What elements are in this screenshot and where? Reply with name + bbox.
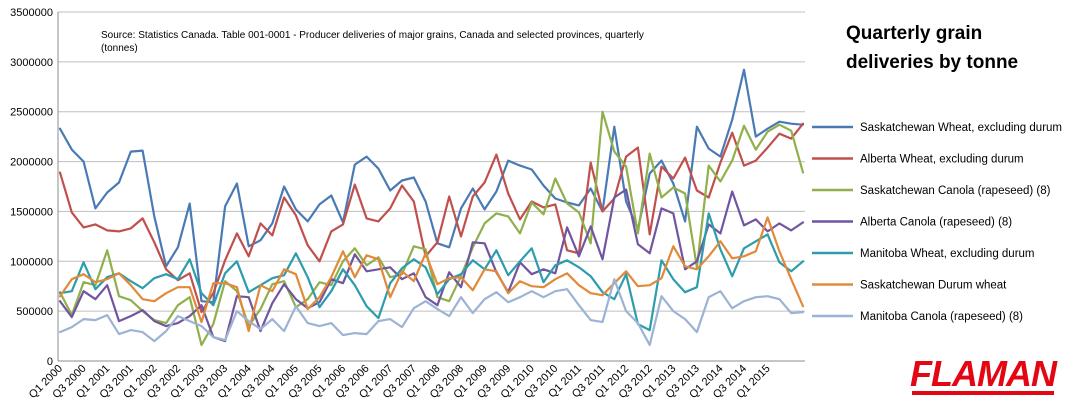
legend-label: Saskatchewan Durum wheat	[860, 280, 1007, 292]
y-axis-ticks: 0 500000 1000000 1500000 2000000 2500000 30000…	[10, 7, 53, 368]
series-line-2	[58, 110, 805, 347]
legend-label: Manitoba Wheat, excluding durum	[860, 248, 1035, 260]
series-line-5	[58, 216, 805, 333]
legend: Saskatchewan Wheat, excluding durum Alber…	[812, 122, 1062, 323]
y-tick-label: 500000	[16, 306, 53, 318]
legend-label: Alberta Canola (rapeseed) (8)	[860, 217, 1012, 229]
y-tick-label: 1000000	[10, 256, 53, 268]
flaman-logo: FLAMAN	[910, 353, 1059, 395]
series-lines	[58, 68, 805, 347]
chart-title-line1: Quarterly grain	[846, 23, 982, 44]
chart-title-line2: deliveries by tonne	[846, 52, 1018, 73]
y-tick-label: 1500000	[10, 206, 53, 218]
source-note-line2: (tonnes)	[101, 43, 138, 54]
y-tick-label: 2000000	[10, 157, 53, 169]
legend-label: Manitoba Canola (rapeseed) (8)	[860, 311, 1023, 323]
y-tick-label: 0	[47, 356, 53, 368]
series-line-3	[58, 188, 805, 343]
flaman-logo-underline	[912, 391, 1054, 395]
legend-label: Saskatchewan Wheat, excluding durum	[860, 122, 1062, 134]
legend-label: Alberta Wheat, excluding durum	[860, 154, 1024, 166]
gridlines	[57, 11, 805, 362]
series-line-1	[58, 122, 805, 314]
series-line-6	[58, 278, 805, 347]
y-tick-label: 3000000	[10, 57, 53, 69]
source-note-line1: Source: Statistics Canada. Table 001-000…	[101, 30, 644, 41]
series-line-4	[58, 212, 805, 332]
legend-label: Saskatchewan Canola (rapeseed) (8)	[860, 185, 1051, 197]
series-line-0	[58, 68, 805, 304]
y-tick-label: 3500000	[10, 7, 53, 19]
y-tick-label: 2500000	[10, 107, 53, 119]
flaman-logo-text: FLAMAN	[910, 353, 1058, 394]
